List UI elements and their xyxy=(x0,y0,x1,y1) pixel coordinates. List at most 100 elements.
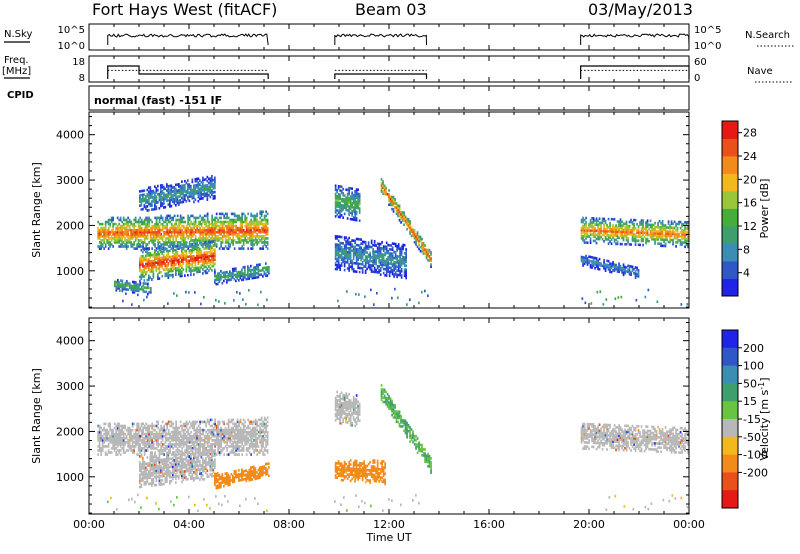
power-cell xyxy=(103,233,105,236)
power-cell xyxy=(678,239,680,242)
velocity-cell xyxy=(149,424,152,428)
power-cell xyxy=(179,220,182,224)
velocity-cell xyxy=(166,426,168,430)
power-cell xyxy=(348,265,350,268)
power-cell xyxy=(349,245,352,248)
power-cell xyxy=(154,253,156,256)
power-cell xyxy=(143,197,146,200)
power-cell xyxy=(664,230,667,233)
power-cell xyxy=(239,276,242,280)
power-cell xyxy=(125,292,127,295)
velocity-cell xyxy=(181,426,183,430)
power-cell xyxy=(679,239,682,242)
power-cell xyxy=(151,196,153,199)
power-cell xyxy=(640,229,643,232)
velocity-cell xyxy=(184,428,186,432)
power-cell xyxy=(337,299,339,303)
power-cell xyxy=(232,274,234,277)
power-cell xyxy=(256,239,258,242)
beam-title: Beam 03 xyxy=(355,0,427,19)
power-cell xyxy=(241,268,243,271)
power-cell xyxy=(223,275,225,279)
power-cell xyxy=(616,268,619,271)
power-cell xyxy=(179,230,182,234)
power-cell xyxy=(259,210,261,214)
power-cell xyxy=(260,230,263,234)
power-cell xyxy=(182,192,185,195)
power-cell xyxy=(133,280,136,284)
power-cell xyxy=(251,247,254,250)
power-cell xyxy=(355,250,358,253)
velocity-colorbar-cell xyxy=(722,454,738,473)
power-cell xyxy=(178,230,180,234)
power-cell xyxy=(403,243,406,247)
power-cell xyxy=(633,227,635,230)
power-cell xyxy=(155,247,158,250)
velocity-cell xyxy=(115,453,117,456)
power-cell xyxy=(585,233,587,236)
power-cell xyxy=(400,245,403,249)
power-cell xyxy=(193,224,195,228)
velocity-cell xyxy=(104,436,107,440)
power-cell xyxy=(184,241,186,244)
power-cell xyxy=(361,263,364,266)
power-cell xyxy=(334,206,337,210)
velocity-colorbar-cell xyxy=(722,330,738,349)
power-cell xyxy=(687,243,689,247)
velocity-cell xyxy=(199,432,201,436)
velocity-cell xyxy=(106,453,108,456)
power-cell xyxy=(238,279,240,282)
velocity-cell xyxy=(197,428,200,432)
power-cell xyxy=(397,204,399,207)
power-cell xyxy=(352,267,355,271)
power-cell xyxy=(214,178,216,182)
power-cell xyxy=(684,229,686,232)
power-cell xyxy=(631,267,634,271)
power-cell xyxy=(149,270,152,273)
power-cell xyxy=(337,193,340,196)
velocity-cell xyxy=(134,445,137,448)
power-cell xyxy=(396,255,398,258)
power-cell xyxy=(402,245,404,249)
power-cell xyxy=(182,235,185,238)
power-cell xyxy=(196,242,198,245)
power-cell xyxy=(376,264,379,268)
power-cell xyxy=(196,258,198,262)
power-cell xyxy=(144,290,146,293)
power-cell xyxy=(160,250,162,254)
velocity-cell xyxy=(104,451,107,454)
power-cell xyxy=(681,231,683,234)
power-cell xyxy=(256,235,258,238)
power-cell xyxy=(651,227,653,231)
velocity-cell xyxy=(211,432,213,436)
power-cell xyxy=(394,265,397,268)
power-cell xyxy=(146,254,149,257)
power-cell xyxy=(337,197,340,200)
power-cell xyxy=(146,209,149,212)
power-cell xyxy=(405,248,407,251)
power-cell xyxy=(355,270,358,273)
power-cell xyxy=(200,230,203,234)
velocity-cell xyxy=(133,434,135,438)
velocity-cell xyxy=(119,436,122,440)
power-cell xyxy=(220,212,222,216)
velocity-cell xyxy=(208,428,210,432)
power-cell xyxy=(142,247,144,250)
power-cell xyxy=(266,241,269,244)
power-cell xyxy=(580,237,583,240)
power-cell xyxy=(142,282,145,285)
power-cell xyxy=(121,283,124,287)
velocity-cell xyxy=(212,428,215,432)
power-cell xyxy=(400,268,403,271)
power-cell xyxy=(610,230,613,233)
power-cell xyxy=(233,212,236,216)
velocity-cell xyxy=(149,430,152,434)
power-cell xyxy=(391,203,393,207)
power-cell xyxy=(166,193,168,196)
power-cell xyxy=(170,267,173,271)
power-cell xyxy=(169,184,171,188)
power-cell xyxy=(208,265,210,268)
power-cell xyxy=(215,230,218,234)
velocity-cell xyxy=(215,439,218,442)
power-cell xyxy=(621,228,623,232)
